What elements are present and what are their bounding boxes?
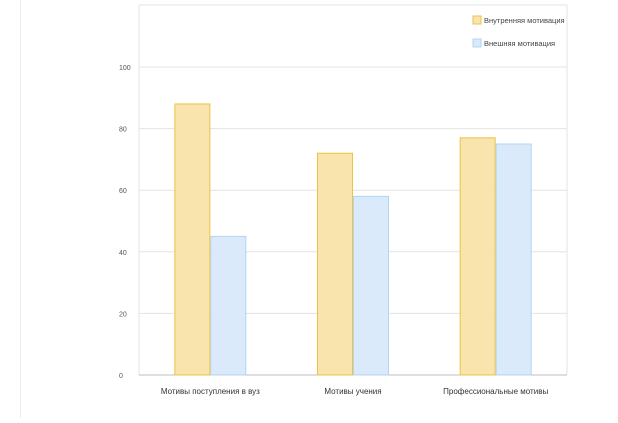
bars <box>174 103 532 376</box>
legend: Внутренняя мотивация Внешняя мотивация <box>472 15 565 48</box>
bar <box>317 152 353 376</box>
bar <box>353 195 389 376</box>
y-tick-label: 40 <box>119 250 127 257</box>
y-tick-label: 20 <box>119 311 127 318</box>
x-tick-label: Мотивы поступления в вуз <box>161 387 260 396</box>
y-tick-label: 60 <box>119 188 127 195</box>
bar <box>210 235 247 376</box>
y-tick-label: 0 <box>119 373 123 380</box>
y-tick-label: 100 <box>119 65 131 72</box>
y-tick-label: 80 <box>119 127 127 134</box>
legend-swatch <box>472 38 482 48</box>
page-divider <box>20 0 21 418</box>
bar <box>174 103 211 376</box>
x-tick-label: Мотивы учения <box>324 387 381 396</box>
legend-swatch <box>472 15 482 25</box>
bar <box>495 143 532 376</box>
bar <box>459 137 496 376</box>
x-tick-label: Профессиональные мотивы <box>443 387 548 396</box>
legend-label: Внутренняя мотивация <box>484 16 565 25</box>
legend-label: Внешняя мотивация <box>484 39 555 48</box>
axes: 0 20 40 60 80 100 Мотивы поступления в вуз Моти… <box>119 65 548 396</box>
